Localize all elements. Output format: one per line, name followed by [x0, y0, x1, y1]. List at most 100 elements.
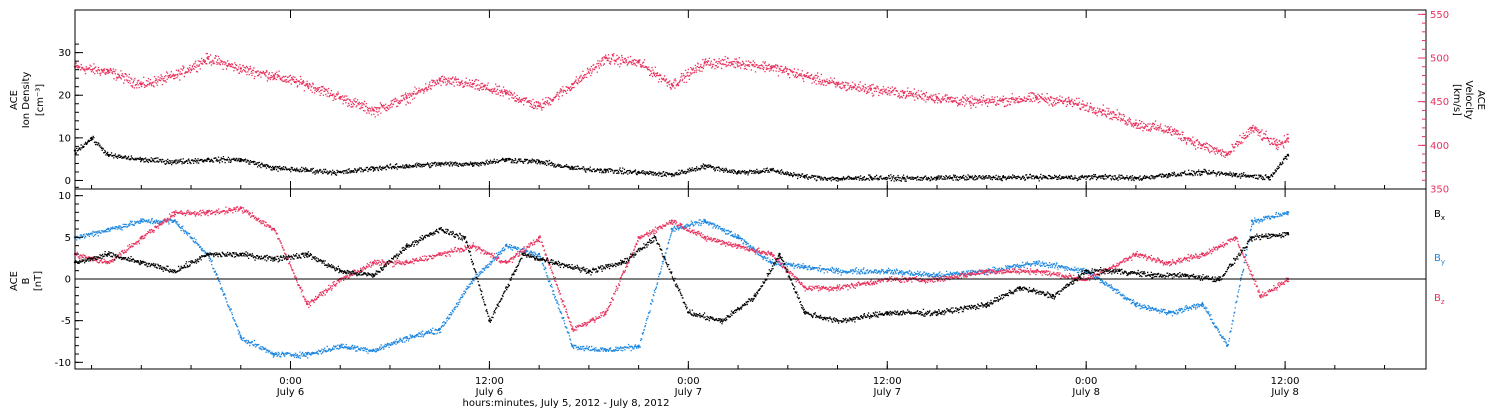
velocity-axis-label-line1: ACE	[1475, 90, 1486, 110]
velocity-point-25	[902, 91, 905, 95]
time-label-0: 0:00	[279, 376, 301, 387]
density-point-32	[1101, 175, 1105, 178]
b-tick-label-1: -5	[61, 316, 71, 327]
bz-point-15	[571, 327, 574, 331]
velocity-point-9	[372, 109, 375, 112]
density-tick-label-3: 30	[58, 48, 71, 59]
date-label-2: July 7	[674, 387, 703, 398]
velocity-point-15	[571, 83, 574, 86]
bz-point-20	[736, 244, 740, 247]
density-axis-ticks: 0 10 20 30	[58, 43, 83, 187]
density-point-24	[836, 177, 839, 180]
velocity-point-16	[604, 56, 607, 60]
legend-bz-subscript: z	[1441, 298, 1445, 306]
velocity-points	[75, 52, 1290, 158]
time-label-4: 0:00	[1075, 376, 1097, 387]
velocity-point-5	[239, 67, 242, 70]
velocity-point-28	[1002, 98, 1005, 102]
series-density	[73, 135, 1290, 182]
bz-point-6	[272, 227, 276, 231]
by-point-5	[239, 336, 242, 339]
velocity-point-26	[935, 96, 939, 99]
time-label-1: 12:00	[475, 376, 504, 387]
density-point-6	[239, 158, 242, 161]
top-x-ticks	[91, 10, 1386, 189]
bx-point-27	[985, 302, 988, 306]
bx-point-28	[1018, 286, 1022, 289]
bx-point-12	[463, 236, 466, 239]
bz-point-11	[438, 252, 441, 256]
density-point-14	[504, 158, 508, 161]
velocity-point-20	[736, 61, 740, 64]
date-label-3: July 7	[872, 387, 901, 398]
velocity-tick-label-2: 450	[1430, 97, 1449, 108]
bx-point-35	[1250, 236, 1254, 239]
by-point-11	[438, 327, 441, 331]
bx-point-15	[554, 261, 557, 264]
velocity-point-27	[968, 100, 972, 103]
bottom-scatter-layer	[73, 206, 1290, 359]
by-point-14	[537, 252, 541, 256]
by-point-10	[405, 336, 408, 339]
bz-point-5	[239, 207, 242, 210]
b-tick-label-2: 0	[65, 275, 71, 286]
by-point-19	[703, 219, 707, 222]
velocity-point-13	[504, 91, 508, 95]
density-axis-label-line2: Ion Density	[21, 72, 32, 129]
bz-point-30	[1167, 261, 1171, 264]
velocity-tick-label-0: 350	[1430, 185, 1449, 196]
density-point-38	[1286, 153, 1290, 157]
by-point-25	[935, 273, 939, 276]
bz-point-32	[1234, 236, 1237, 239]
bx-point-14	[521, 252, 524, 256]
bx-point-17	[620, 261, 624, 264]
velocity-point-31	[1101, 109, 1105, 112]
by-point-24	[886, 269, 889, 272]
density-point-29	[1002, 175, 1005, 179]
velocity-tick-label-4: 550	[1430, 10, 1449, 21]
velocity-point-17	[637, 61, 640, 64]
bx-point-19	[687, 311, 690, 314]
x-axis-label: hours:minutes, July 5, 2012 - July 8, 20…	[463, 398, 670, 409]
density-point-3	[140, 158, 143, 161]
bz-point-2	[140, 236, 143, 239]
by-point-18	[670, 227, 673, 231]
bz-point-12	[471, 244, 474, 247]
bottom-panel: -10 -5 0 5 10 Bx By Bz ACE B [nT]	[9, 186, 1445, 370]
bz-point-26	[985, 269, 988, 272]
legend-bx: Bx	[1434, 209, 1445, 222]
b-axis-label-line3: [nT]	[33, 271, 44, 291]
bz-point-9	[372, 261, 375, 264]
velocity-point-3	[173, 74, 176, 77]
velocity-tick-label-3: 500	[1430, 54, 1449, 65]
density-point-28	[968, 175, 972, 179]
bx-point-30	[1085, 269, 1088, 272]
by-point-13	[504, 244, 508, 247]
bz-point-31	[1201, 252, 1204, 256]
bx-point-10	[405, 244, 408, 247]
by-point-32	[1225, 344, 1229, 347]
by-point-20	[736, 236, 740, 239]
density-point-4	[173, 160, 176, 163]
bz-point-22	[803, 286, 806, 289]
velocity-point-4	[206, 56, 209, 60]
density-point-7	[272, 166, 276, 169]
velocity-point-37	[1275, 144, 1279, 147]
velocity-point-38	[1286, 137, 1290, 140]
density-point-17	[604, 168, 607, 171]
density-axis-label-line1: ACE	[9, 90, 20, 110]
b-axis-label-line2: B	[21, 277, 32, 284]
bz-point-7	[305, 302, 309, 306]
bottom-x-ticks	[91, 189, 1386, 369]
series-velocity	[73, 52, 1290, 158]
by-point-2	[140, 219, 143, 222]
density-point-36	[1234, 172, 1237, 176]
bx-point-7	[305, 252, 309, 256]
velocity-point-11	[438, 78, 441, 82]
date-label-5: July 8	[1270, 387, 1299, 398]
density-point-10	[372, 166, 375, 169]
b-axis-label-line1: ACE	[9, 271, 20, 291]
density-point-34	[1167, 172, 1171, 176]
by-point-8	[339, 344, 342, 347]
density-point-18	[637, 170, 640, 174]
